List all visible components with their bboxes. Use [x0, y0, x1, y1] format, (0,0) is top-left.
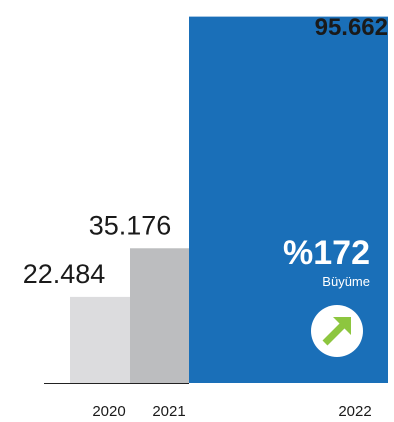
value-label-2021: 35.176 — [89, 210, 172, 240]
tick-label-2020: 2020 — [92, 403, 125, 420]
tick-label-2021: 2021 — [152, 403, 185, 420]
value-label-2022: 95.662 — [315, 14, 388, 41]
bar-2020 — [70, 296, 130, 383]
growth-label: Büyüme — [322, 274, 370, 289]
tick-label-2022: 2022 — [338, 403, 371, 420]
bar-2021 — [130, 248, 189, 383]
growth-percentage: %172 — [283, 234, 370, 272]
arrow-shaft — [322, 320, 348, 346]
arrow-up-right-icon — [311, 305, 363, 357]
value-label-2020: 22.484 — [23, 259, 106, 289]
arrow-head — [333, 317, 351, 335]
growth-callout: %172 Büyüme — [283, 234, 370, 357]
labels-layer: 22.484 35.176 95.662 2020 2021 2022 — [23, 14, 388, 420]
